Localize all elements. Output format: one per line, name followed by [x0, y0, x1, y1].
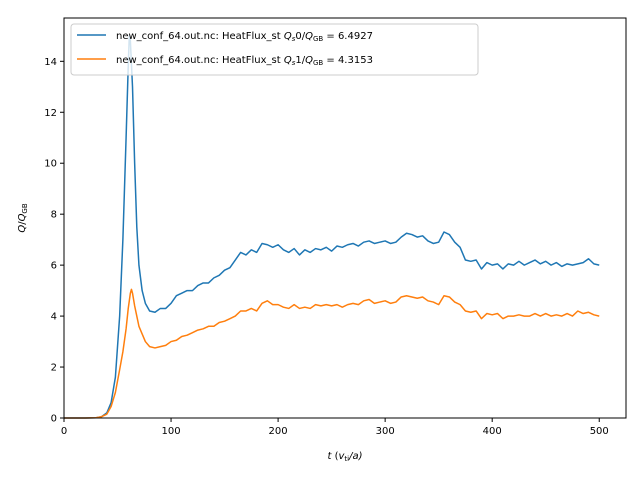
legend: new_conf_64.out.nc: HeatFlux_st Qs0/QGB … [70, 23, 479, 76]
y-tick-label: 6 [51, 261, 57, 272]
series-line-1 [64, 288, 600, 419]
series-layer [64, 35, 600, 419]
x-tick-label: 400 [483, 426, 502, 437]
x-tick-label: 200 [269, 426, 288, 437]
x-tick-label: 500 [590, 426, 609, 437]
y-axis-ticks: 0 2 4 6 8 10 12 14 [44, 57, 64, 425]
y-tick-label: 12 [44, 108, 57, 119]
x-tick-label: 0 [61, 426, 67, 437]
y-tick-label: 4 [51, 312, 57, 323]
y-axis-label: Q/QGB [17, 203, 29, 233]
x-tick-label: 100 [162, 426, 181, 437]
x-axis-label: t (vti/a) [327, 451, 362, 463]
y-tick-label: 0 [51, 414, 57, 425]
series-line-0 [64, 35, 600, 419]
legend-label-series-0: new_conf_64.out.nc: HeatFlux_st Qs0/QGB … [116, 31, 373, 43]
legend-label-series-1: new_conf_64.out.nc: HeatFlux_st Qs1/QGB … [116, 55, 373, 67]
y-tick-label: 2 [51, 363, 57, 374]
x-axis-ticks: 0 100 200 300 400 500 [61, 418, 609, 437]
y-tick-label: 8 [51, 210, 57, 221]
y-tick-label: 14 [44, 57, 57, 68]
plot-area [63, 17, 627, 419]
y-tick-label: 10 [44, 159, 57, 170]
axes-frame [63, 17, 627, 419]
legend-box [70, 23, 479, 76]
x-tick-label: 300 [376, 426, 395, 437]
